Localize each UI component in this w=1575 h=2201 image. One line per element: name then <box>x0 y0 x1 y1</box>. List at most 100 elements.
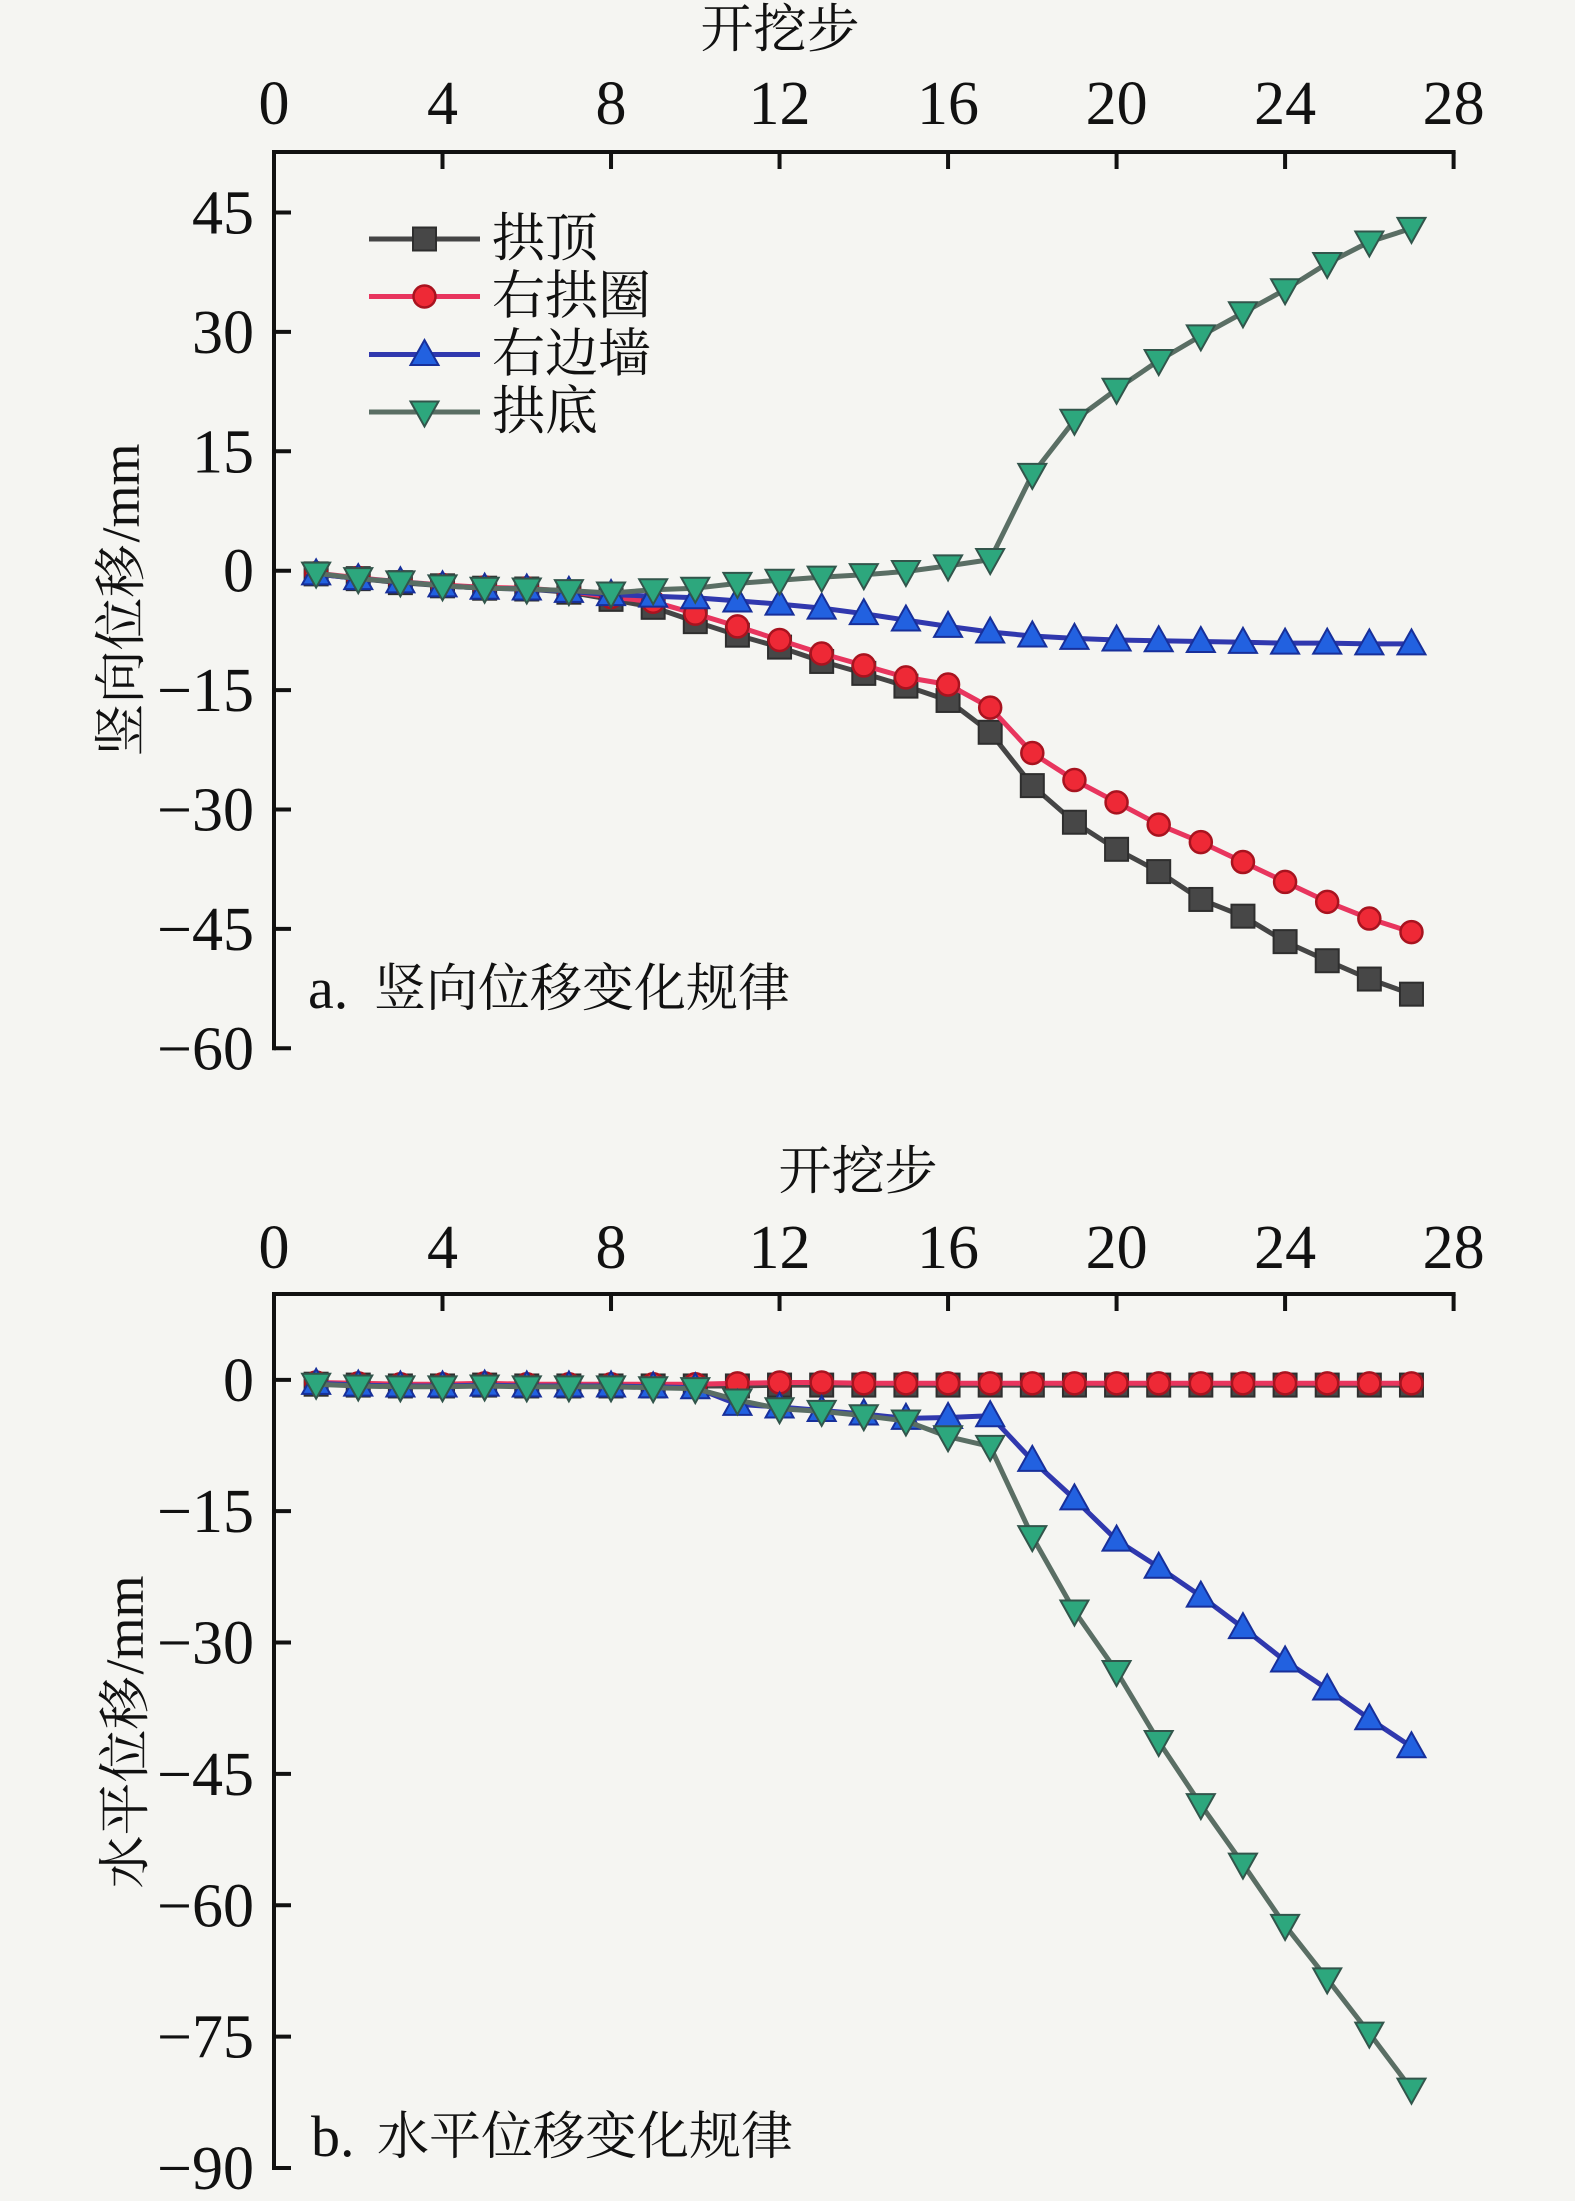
series-marker <box>974 615 1006 644</box>
series-marker <box>1104 836 1130 862</box>
series-marker <box>851 1371 877 1396</box>
series-marker <box>1058 621 1091 650</box>
y-tick-label: −15 <box>157 1478 254 1546</box>
series-marker <box>300 561 332 590</box>
y-tick-label: −45 <box>157 1741 254 1809</box>
x-tick-label: 20 <box>1086 1214 1148 1282</box>
cjk-glyph <box>742 2110 792 2159</box>
series-marker <box>1230 849 1256 875</box>
cjk-glyph <box>94 545 144 597</box>
y-axis-title-cjk <box>98 1677 148 1887</box>
y-tick-label: −90 <box>157 2135 254 2201</box>
series-marker <box>1227 301 1259 330</box>
series-marker <box>1188 829 1214 855</box>
x-tick-label: 24 <box>1254 1214 1316 1282</box>
series-marker <box>426 574 459 603</box>
cjk-glyph <box>586 2109 636 2159</box>
y-tick-label: −60 <box>157 1015 254 1083</box>
x-tick-label: 20 <box>1086 70 1148 138</box>
y-tick-label: −60 <box>157 1872 254 1940</box>
cjk-glyph <box>547 384 596 434</box>
series-marker <box>974 1434 1006 1463</box>
y-tick-label: −45 <box>157 896 254 964</box>
series-marker <box>1020 1371 1045 1396</box>
series-marker <box>1227 625 1259 654</box>
series-marker <box>1272 869 1298 895</box>
series-marker <box>763 568 796 597</box>
cjk-glyph <box>94 705 142 754</box>
series-marker <box>1230 903 1256 929</box>
chart-b: 0 4 8 12 16 20 24 28 0 −15 −30 −45 −60 −75 −90/mm b. <box>95 1144 1485 2201</box>
series-marker <box>848 1404 880 1433</box>
cjk-glyph <box>493 211 544 261</box>
series-marker <box>1399 1371 1424 1396</box>
series-marker <box>1311 626 1343 655</box>
series-marker <box>1311 251 1343 280</box>
series-marker <box>848 597 880 626</box>
cjk-glyph <box>546 269 597 318</box>
legend-label <box>493 327 650 376</box>
cjk-glyph <box>832 1144 884 1194</box>
y-axis-title-unit: /mm <box>95 1575 155 1674</box>
series-marker <box>1142 624 1175 653</box>
y-tick-label: 0 <box>223 1347 254 1415</box>
caption-prefix: a. <box>308 956 348 1021</box>
series-marker <box>851 653 877 678</box>
x-tick-label: 16 <box>917 1214 979 1282</box>
caption-text <box>378 2109 792 2159</box>
y-tick-label: −30 <box>157 776 254 844</box>
series-marker <box>1100 1523 1133 1552</box>
series-marker <box>637 578 669 607</box>
chart-a-x-axis-title <box>702 2 858 52</box>
series-marker <box>932 1425 964 1454</box>
cjk-glyph <box>493 269 543 318</box>
legend <box>369 211 650 434</box>
series-marker <box>763 587 796 616</box>
chart-b-y-axis-title: /mm <box>95 1575 155 1887</box>
series-marker <box>974 548 1006 577</box>
series-marker <box>1104 1371 1129 1396</box>
series-marker <box>384 570 417 599</box>
series-marker <box>1227 1852 1259 1881</box>
cjk-glyph <box>808 2 858 52</box>
series-marker <box>1227 1611 1259 1640</box>
series-marker <box>1269 1644 1301 1673</box>
series-marker <box>1269 1913 1301 1942</box>
series-marker <box>426 1375 459 1404</box>
x-tick-label: 0 <box>259 70 290 138</box>
cjk-glyph <box>754 2 806 52</box>
series-marker <box>1100 623 1133 652</box>
series-marker <box>977 1371 1003 1396</box>
cjk-glyph <box>600 327 650 376</box>
series-marker <box>1272 1371 1298 1396</box>
y-tick-label: 30 <box>192 299 254 367</box>
y-tick-label: −15 <box>157 657 254 725</box>
legend-marker <box>412 284 437 309</box>
series-marker <box>935 672 961 697</box>
cjk-glyph <box>94 653 144 699</box>
series-marker <box>1357 906 1382 931</box>
legend-marker <box>408 337 441 366</box>
y-axis-title-cjk <box>94 545 144 754</box>
chart-b-x-axis-title <box>780 1144 936 1194</box>
series-marker <box>637 1376 669 1405</box>
series-marker <box>300 1372 332 1401</box>
cjk-glyph <box>780 1146 830 1194</box>
series-marker <box>1020 740 1045 766</box>
chart-a-series-triangle-down <box>300 216 1428 610</box>
series-marker <box>1062 1371 1087 1396</box>
series-marker <box>721 571 754 600</box>
series-marker <box>1185 1793 1217 1822</box>
x-tick-label: 0 <box>259 1214 290 1282</box>
series-marker <box>1353 1702 1386 1731</box>
series-marker <box>595 581 627 610</box>
series-marker <box>1016 1525 1049 1554</box>
y-axis-title-unit: /mm <box>91 443 151 542</box>
cjk-glyph <box>690 2110 740 2159</box>
series-marker <box>1019 773 1045 799</box>
series-marker <box>977 695 1003 720</box>
series-marker <box>1311 1672 1343 1701</box>
series-marker <box>1395 216 1428 245</box>
